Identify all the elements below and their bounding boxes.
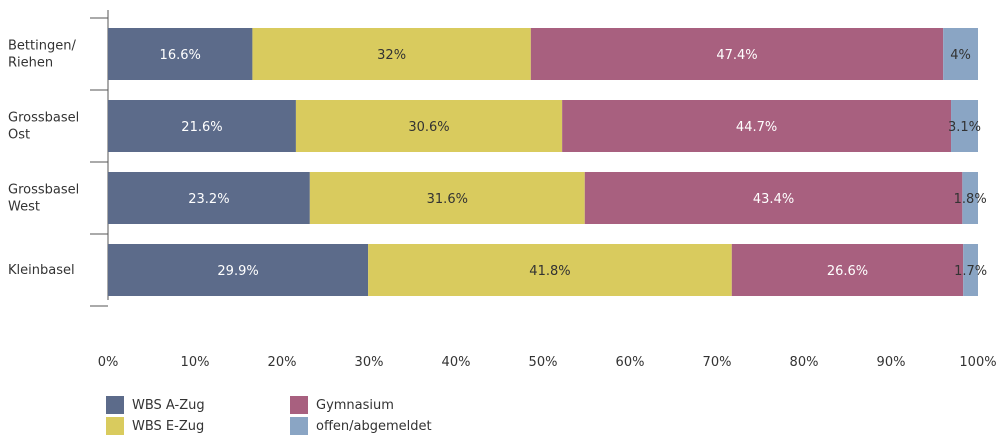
x-tick-label-30: 30% — [355, 355, 384, 370]
legend-label-wbs-a-zug: WBS A-Zug — [132, 397, 205, 413]
bar-gymnasium-kleinbasel — [731, 244, 964, 296]
data-label-gymnasium-bettingen-riehen: 47.4% — [716, 48, 757, 63]
data-label-wbs-a-zug-grossbasel-west: 23.2% — [188, 192, 229, 207]
legend-label-gymnasium: Gymnasium — [316, 397, 394, 413]
bar-offen-abgemeldet-grossbasel-west — [962, 172, 978, 224]
bar-wbs-a-zug-kleinbasel — [108, 244, 369, 296]
bar-gymnasium-grossbasel-west — [584, 172, 963, 224]
x-tick-label-80: 80% — [790, 355, 819, 370]
category-label-grossbasel-west: Grossbasel West — [8, 183, 79, 215]
data-label-wbs-a-zug-bettingen-riehen: 16.6% — [160, 48, 201, 63]
bar-wbs-e-zug-grossbasel-ost — [295, 100, 563, 152]
x-tick-label-0: 0% — [98, 355, 119, 370]
bar-wbs-e-zug-bettingen-riehen — [252, 28, 531, 80]
bar-offen-abgemeldet-grossbasel-ost — [951, 100, 978, 152]
x-tick-label-90: 90% — [877, 355, 906, 370]
bar-wbs-e-zug-kleinbasel — [368, 244, 732, 296]
legend-label-offen-abgemeldet: offen/abgemeldet — [316, 418, 432, 434]
bar-wbs-e-zug-grossbasel-west — [309, 172, 585, 224]
x-tick-label-40: 40% — [442, 355, 471, 370]
data-label-wbs-a-zug-kleinbasel: 29.9% — [217, 264, 258, 279]
x-tick-label-100: 100% — [959, 355, 996, 370]
x-tick-label-20: 20% — [268, 355, 297, 370]
legend-swatch-wbs-e-zug — [106, 417, 124, 435]
bar-offen-abgemeldet-bettingen-riehen — [943, 28, 978, 80]
data-label-wbs-e-zug-grossbasel-west: 31.6% — [427, 192, 468, 207]
data-label-offen-abgemeldet-grossbasel-west: 1.8% — [954, 192, 987, 207]
category-label-kleinbasel: Kleinbasel — [8, 263, 75, 278]
data-label-gymnasium-grossbasel-west: 43.4% — [753, 192, 794, 207]
legend-item-wbs-e-zug: WBS E-Zug — [106, 417, 204, 435]
stacked-bar-chart: Bettingen/Riehen Grossbasel Ost Grossbasel W… — [8, 10, 997, 370]
bar-gymnasium-grossbasel-ost — [562, 100, 952, 152]
legend-swatch-wbs-a-zug — [106, 396, 124, 414]
legend-swatch-gymnasium — [290, 396, 308, 414]
category-label-bettingen-riehen: Bettingen/Riehen — [8, 39, 76, 71]
data-label-gymnasium-grossbasel-ost: 44.7% — [736, 120, 777, 135]
bar-wbs-a-zug-bettingen-riehen — [108, 28, 253, 80]
data-label-wbs-a-zug-grossbasel-ost: 21.6% — [181, 120, 222, 135]
legend-item-wbs-a-zug: WBS A-Zug — [106, 396, 205, 414]
x-tick-label-50: 50% — [529, 355, 558, 370]
data-label-wbs-e-zug-kleinbasel: 41.8% — [529, 264, 570, 279]
data-label-offen-abgemeldet-grossbasel-ost: 3.1% — [948, 120, 981, 135]
data-label-offen-abgemeldet-bettingen-riehen: 4% — [950, 48, 971, 63]
legend-swatch-offen-abgemeldet — [290, 417, 308, 435]
legend: WBS A-Zug WBS E-Zug Gymnasium offen/abge… — [106, 396, 526, 436]
x-tick-label-10: 10% — [181, 355, 210, 370]
x-tick-label-70: 70% — [703, 355, 732, 370]
bar-offen-abgemeldet-kleinbasel — [963, 244, 978, 296]
legend-label-wbs-e-zug: WBS E-Zug — [132, 418, 205, 434]
category-label-grossbasel-ost: Grossbasel Ost — [8, 111, 79, 143]
data-label-gymnasium-kleinbasel: 26.6% — [827, 264, 868, 279]
data-label-offen-abgemeldet-kleinbasel: 1.7% — [954, 264, 987, 279]
bar-wbs-a-zug-grossbasel-ost — [108, 100, 296, 152]
bar-gymnasium-bettingen-riehen — [530, 28, 944, 80]
legend-item-offen-abgemeldet: offen/abgemeldet — [290, 417, 432, 435]
legend-item-gymnasium: Gymnasium — [290, 396, 394, 414]
x-tick-label-60: 60% — [616, 355, 645, 370]
data-label-wbs-e-zug-bettingen-riehen: 32% — [377, 48, 406, 63]
bar-wbs-a-zug-grossbasel-west — [108, 172, 310, 224]
data-label-wbs-e-zug-grossbasel-ost: 30.6% — [408, 120, 449, 135]
